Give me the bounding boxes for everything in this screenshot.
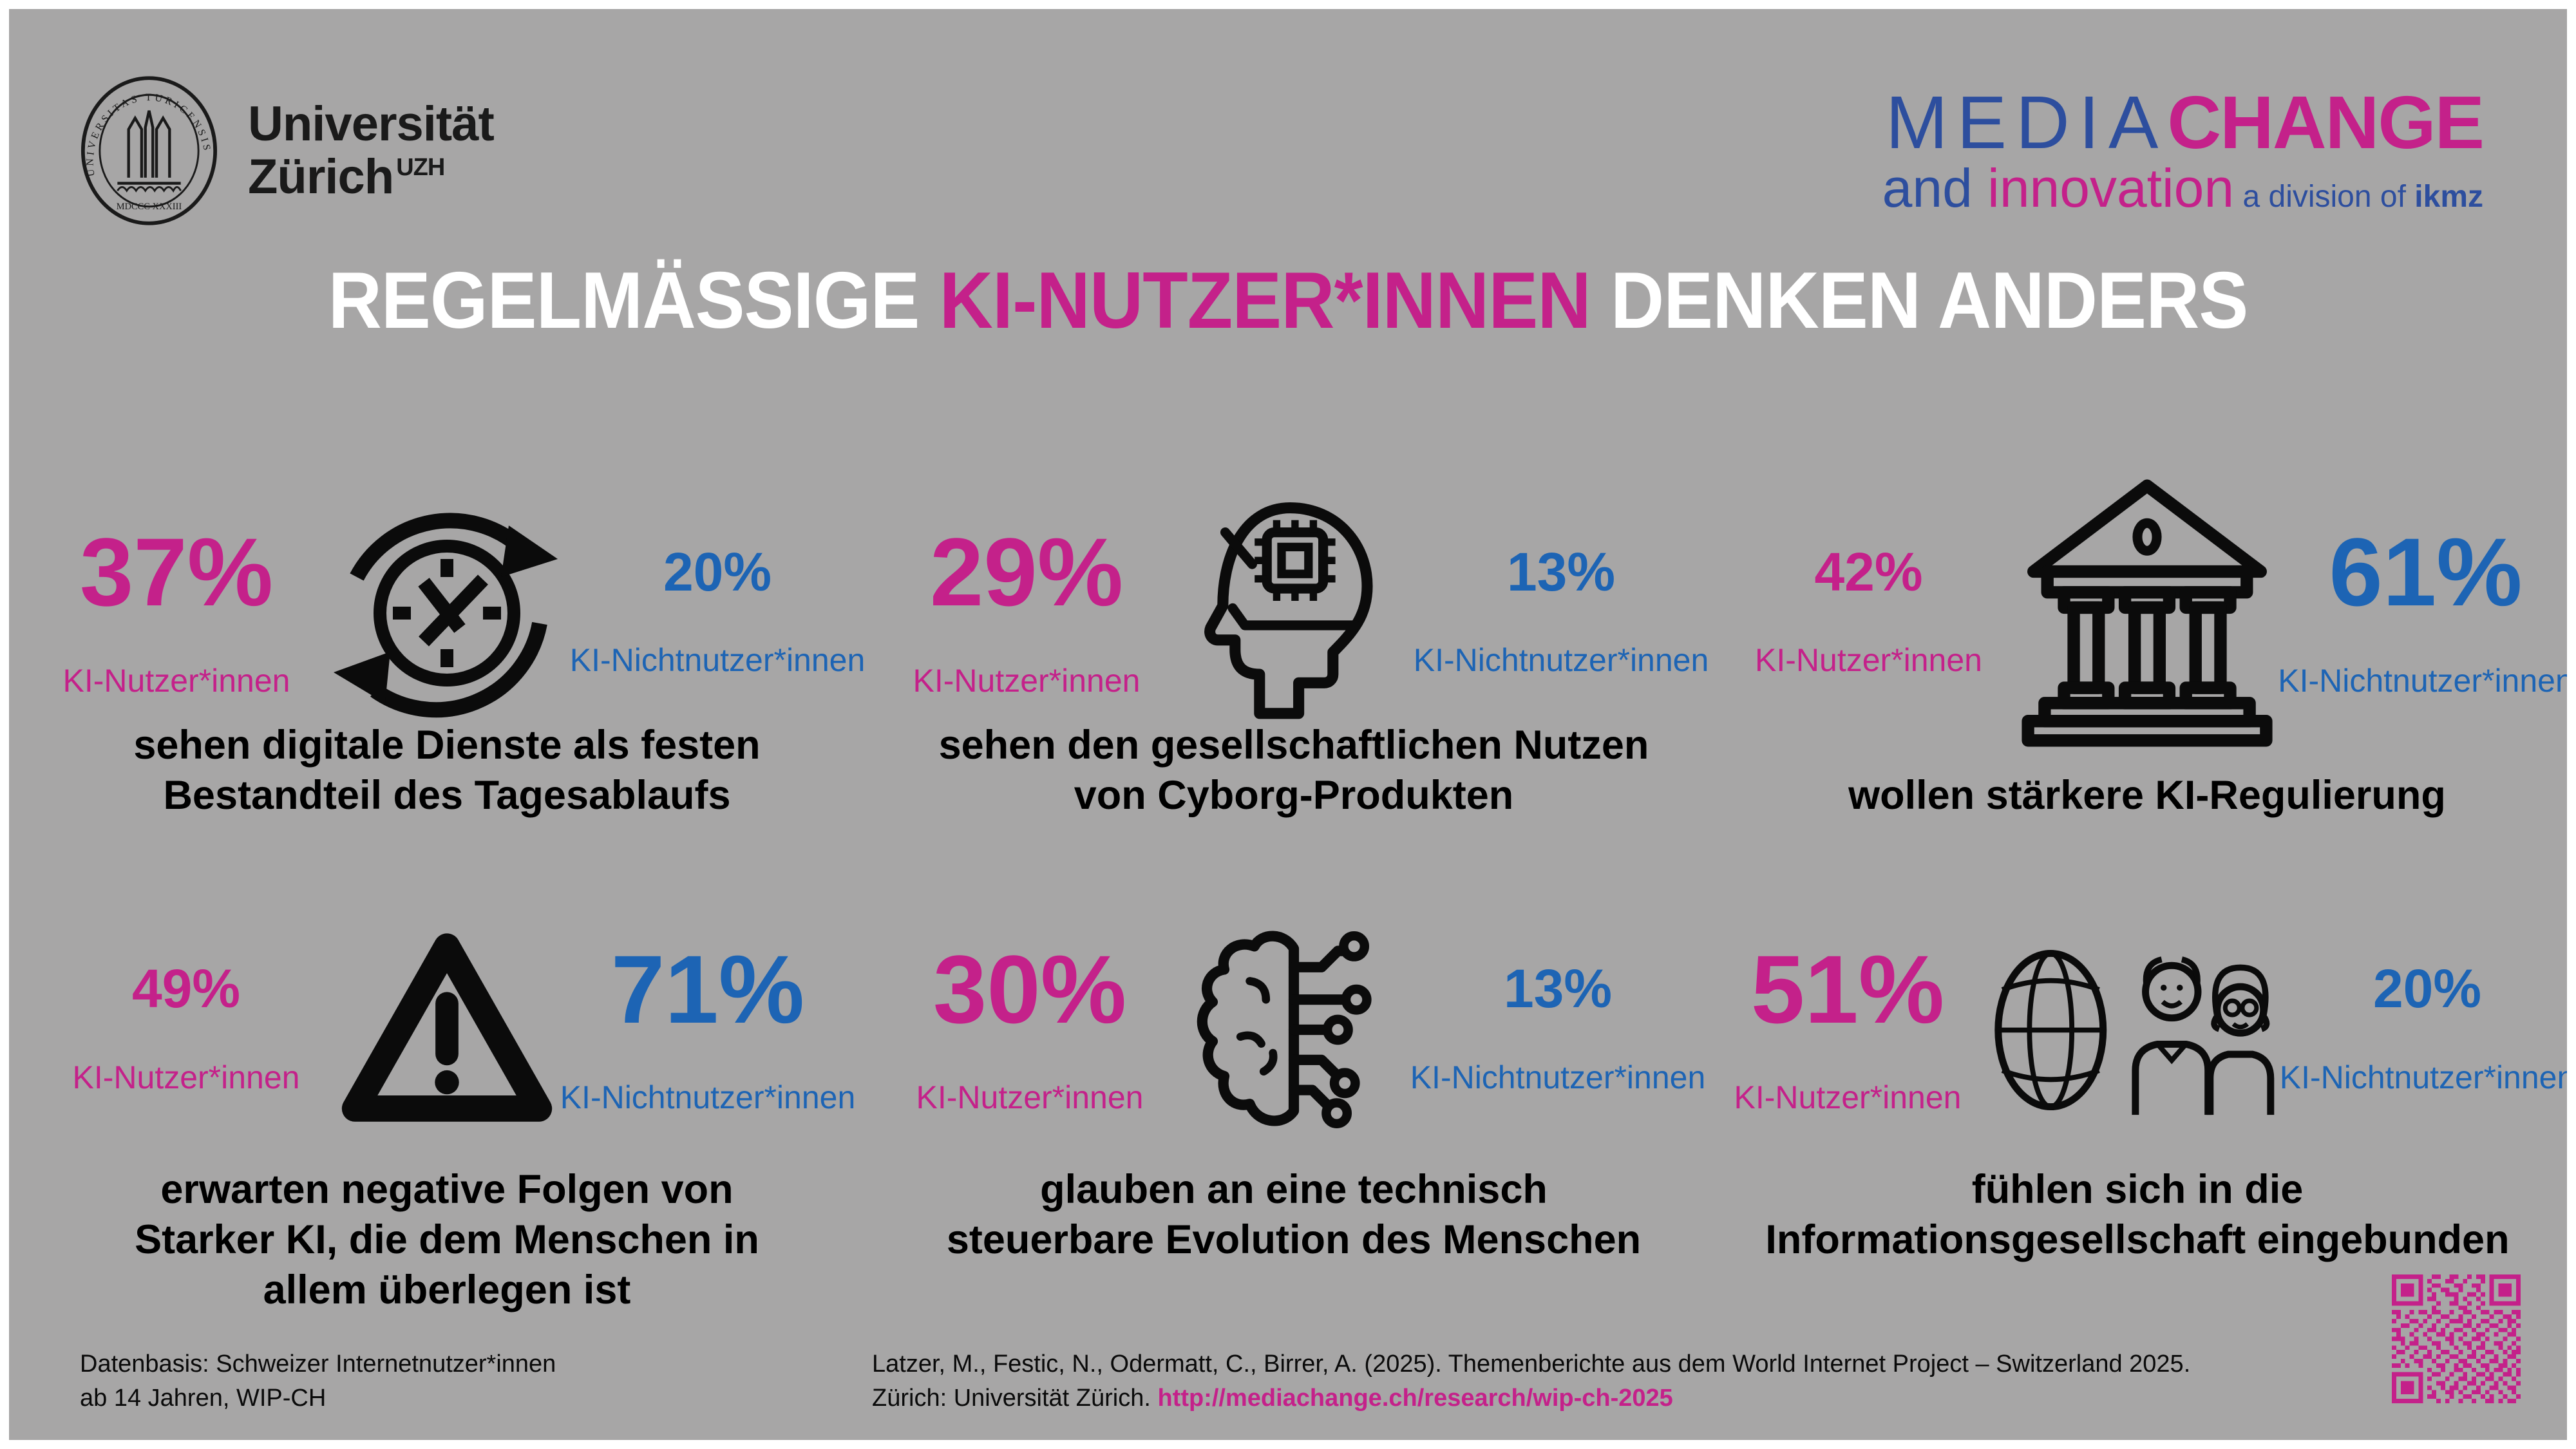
user-percentage: 49% [131,958,241,1019]
user-percentage: 30% [933,934,1127,1043]
nonuser-label: KI-Nichtnutzer*innen [2279,1059,2575,1095]
nonuser-stat: 13% KI-Nichtnutzer*innen [1410,958,1706,1096]
stats-row: 29% KI-Nutzer*innen 13% [882,453,1709,719]
mediachange-logo: MEDIACHANGE and innovation a division of… [1882,85,2485,215]
nonuser-stat: 61% KI-Nichtnutzer*innen [2278,518,2567,699]
nonuser-percentage: 20% [663,541,772,602]
mc-change-text: CHANGE [2167,80,2485,164]
nonuser-stat: 13% KI-Nichtnutzer*innen [1413,541,1709,679]
uzh-wordmark-line1: Universität [248,96,495,151]
stat-block-informationsgesellschaft: 51% KI-Nutzer*innen [1709,895,2567,1265]
user-label: KI-Nutzer*innen [1755,642,1982,679]
mc-and-text: and [1882,158,1988,218]
block-caption: fühlen sich in die Informationsgesellsch… [1765,1167,2510,1263]
user-label: KI-Nutzer*innen [1734,1079,1962,1116]
nonuser-label: KI-Nichtnutzer*innen [2278,662,2573,699]
user-label: KI-Nutzer*innen [62,662,290,699]
block-caption: sehen digitale Dienste als festen Bestan… [133,723,761,819]
stats-row: 49% KI-Nutzer*innen 71% KI-Nichtnutzer*i… [35,895,859,1155]
citation-link[interactable]: http://mediachange.ch/research/wip-ch-20… [1157,1385,1673,1412]
warning-triangle-icon [337,920,556,1139]
user-percentage: 51% [1750,934,1945,1043]
mediachange-logo-line2: and innovation a division of ikmz [1882,161,2483,215]
stat-block-starke-ki: 49% KI-Nutzer*innen 71% KI-Nichtnutzer*i… [35,895,859,1315]
user-stat: 49% KI-Nutzer*innen [35,958,337,1096]
nonuser-percentage: 13% [1506,541,1616,602]
stat-block-evolution: 30% KI-Nutzer*innen 13% KI-Nichtnutzer*i… [882,895,1706,1265]
qr-code [2392,1274,2521,1403]
user-percentage: 37% [79,518,274,627]
user-stat: 37% KI-Nutzer*innen [35,518,318,699]
uzh-wordmark: Universität Zürich UZH [248,96,495,204]
user-label: KI-Nutzer*innen [916,1079,1144,1116]
stat-block-digitale-dienste: 37% KI-Nutzer*innen [35,453,866,820]
nonuser-percentage: 71% [611,934,805,1043]
mc-division-text: a division of [2234,180,2415,214]
title-highlight: KI-NUTZER*INNEN [939,256,1591,345]
nonuser-label: KI-Nichtnutzer*innen [560,1079,856,1116]
stats-row: 37% KI-Nutzer*innen [35,453,866,717]
title-post: DENKEN ANDERS [1590,256,2249,345]
citation-line2: Zürich: Universität Zürich. http://media… [872,1381,2190,1416]
uzh-logo: UNIVERSITAS TURICENSIS MDCCC XXXIII Univ… [73,73,495,228]
bank-icon [2009,475,2286,752]
stats-row: 51% KI-Nutzer*innen [1709,895,2567,1155]
nonuser-label: KI-Nichtnutzer*innen [1413,642,1709,679]
user-stat: 30% KI-Nutzer*innen [882,934,1178,1117]
citation-line1: Latzer, M., Festic, N., Odermatt, C., Bi… [872,1350,2191,1378]
brain-circuit-icon [1178,914,1410,1146]
nonuser-stat: 20% KI-Nichtnutzer*innen [2280,958,2567,1096]
page-title: REGELMÄSSIGE KI-NUTZER*INNEN DENKEN ANDE… [99,259,2477,343]
user-stat: 51% KI-Nutzer*innen [1709,934,1986,1117]
globe-people-icon [1986,929,2289,1132]
user-label: KI-Nutzer*innen [72,1059,300,1095]
citation-line2-prefix: Zürich: Universität Zürich. [872,1385,1158,1412]
stats-row: 30% KI-Nutzer*innen 13% KI-Nichtnutzer*i… [882,895,1706,1155]
mc-innovation-text: innovation [1987,158,2235,218]
user-percentage: 29% [929,518,1124,627]
citation: Latzer, M., Festic, N., Odermatt, C., Bi… [872,1347,2190,1416]
block-caption: erwarten negative Folgen von Starker KI,… [135,1167,759,1313]
seal-top-text: UNIVERSITAS TURICENSIS [85,92,210,177]
user-percentage: 42% [1814,541,1923,602]
mediachange-logo-line1: MEDIACHANGE [1882,85,2485,160]
user-label: KI-Nutzer*innen [913,662,1141,699]
uzh-wordmark-sup: UZH [396,154,445,181]
uzh-wordmark-line2: Zürich [248,149,394,204]
svg-text:UNIVERSITAS TURICENSIS: UNIVERSITAS TURICENSIS [85,92,213,177]
nonuser-label: KI-Nichtnutzer*innen [1410,1059,1706,1095]
nonuser-label: KI-Nichtnutzer*innen [569,642,866,679]
uzh-seal-icon: UNIVERSITAS TURICENSIS MDCCC XXXIII [80,76,218,225]
stat-block-cyborg-produkte: 29% KI-Nutzer*innen 13% [882,453,1709,820]
stats-row: 42% KI-Nutzer*innen [1728,453,2567,746]
block-caption: sehen den gesellschaftlichen Nutzen von … [938,723,1649,819]
mc-ikmz-text: ikmz [2414,180,2483,214]
nonuser-stat: 20% KI-Nichtnutzer*innen [570,541,866,679]
clock-cycle-icon [318,484,576,742]
title-pre: REGELMÄSSIGE [328,256,940,345]
user-stat: 42% KI-Nutzer*innen [1728,541,2009,679]
seal-bottom-text: MDCCC XXXIII [117,202,182,212]
head-chip-icon [1171,491,1416,735]
nonuser-stat: 71% KI-Nichtnutzer*innen [556,934,859,1117]
stat-block-ki-regulierung: 42% KI-Nutzer*innen [1728,453,2567,820]
nonuser-percentage: 20% [2372,958,2482,1019]
block-caption: glauben an eine technisch steuerbare Evo… [946,1167,1642,1263]
block-caption: wollen stärkere KI-Regulierung [1848,773,2446,818]
nonuser-percentage: 61% [2329,518,2523,627]
data-source-note: Datenbasis: Schweizer Internetnutzer*inn… [80,1350,556,1412]
user-stat: 29% KI-Nutzer*innen [882,518,1171,699]
nonuser-percentage: 13% [1503,958,1613,1019]
mc-media-text: MEDIA [1885,80,2168,164]
